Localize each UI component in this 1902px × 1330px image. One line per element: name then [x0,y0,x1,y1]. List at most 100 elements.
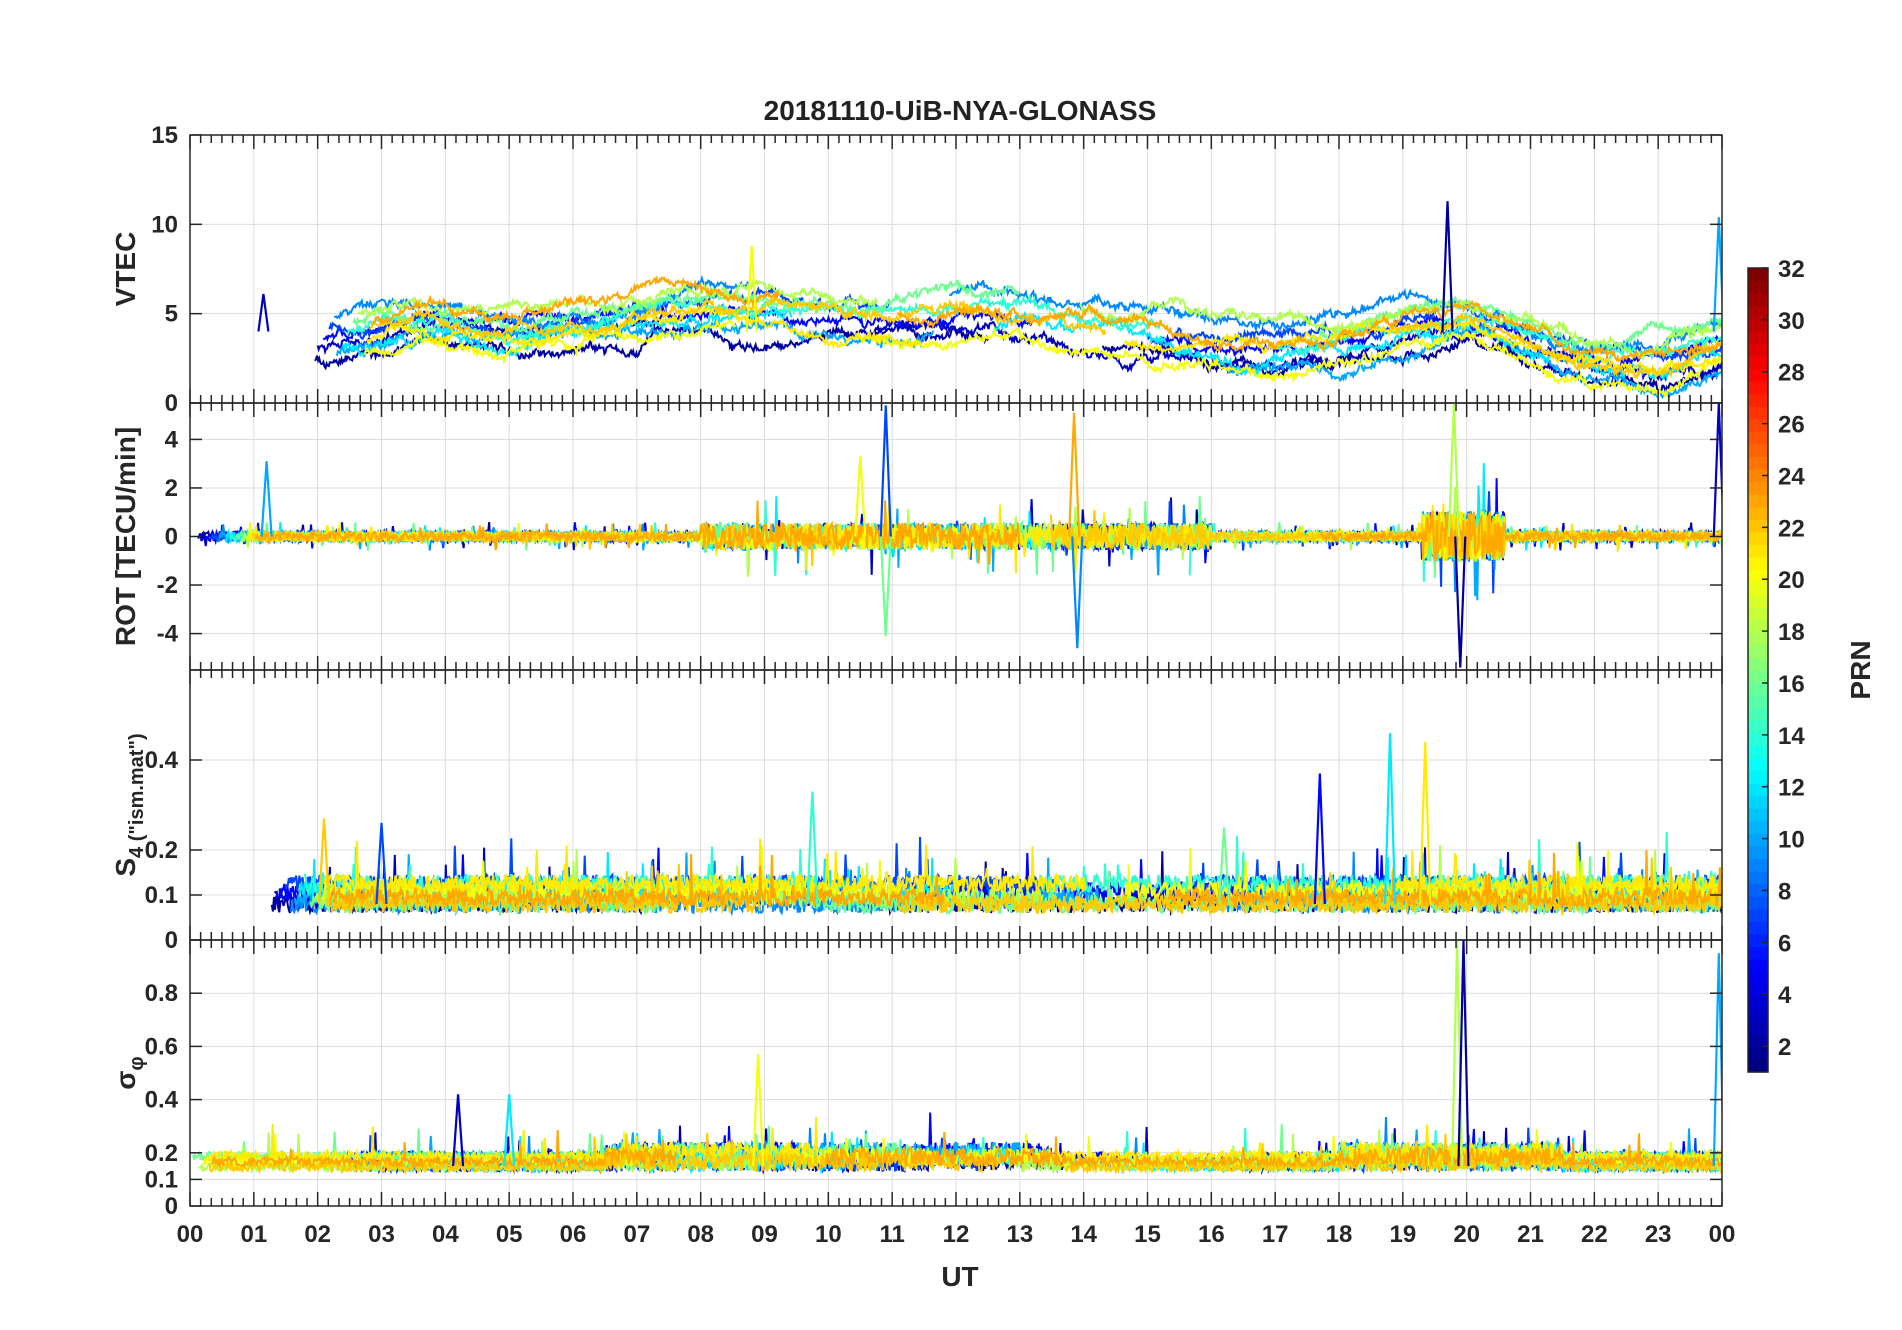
x-tick-label: 05 [496,1221,523,1248]
colorbar-step [1748,318,1768,332]
series-prn-22 [1393,312,1722,380]
panel-sigma_phi: 00.10.2 0.4 0.6 0.8 σφ [110,939,1723,1220]
x-tick-label: 00 [1709,1221,1736,1248]
y-tick-label: 0 [165,390,178,417]
y-tick-label: 4 [165,426,179,453]
series-prn-23 [1168,850,1722,910]
x-tick-label: 22 [1581,1221,1608,1248]
y-tick-label: 5 [165,301,178,328]
colorbar-step [1748,1009,1768,1023]
y-tick-label: 15 [151,122,178,149]
spike [879,536,892,637]
colorbar-tick-label: 2 [1778,1034,1791,1061]
colorbar-step [1748,933,1768,947]
spike [503,1094,516,1167]
y-tick-label: 0.2 [145,837,178,864]
series-group [192,940,1722,1176]
colorbar-step [1748,481,1768,495]
colorbar-step [1748,858,1768,872]
series-prn-23 [1319,509,1722,568]
panel-vtec: 0 5 10 15 VTEC [110,122,1723,417]
spike [260,461,273,537]
colorbar-step [1748,431,1768,445]
colorbar-step [1748,569,1768,583]
colorbar-step [1748,330,1768,344]
spike [1712,953,1722,1167]
spike [1457,940,1470,1167]
colorbar-step [1748,883,1768,897]
colorbar-step [1748,443,1768,458]
spike [1383,732,1397,905]
colorbar-frame [1747,267,1769,1073]
colorbar-step [1748,833,1768,847]
x-tick-label: 13 [1006,1221,1033,1248]
spike [452,1094,465,1167]
spike [752,1054,765,1167]
x-tick-label: 17 [1262,1221,1289,1248]
spike [1071,536,1084,649]
colorbar-tick-label: 8 [1778,878,1791,905]
y-tick-label: 0.1 [145,1166,178,1193]
colorbar-step [1748,305,1768,319]
series-prn-22 [368,295,1107,339]
series-prn-23 [254,500,1022,565]
colorbar-tick-label: 26 [1778,412,1805,439]
y-axis-label: VTEC [110,232,141,307]
spike [854,456,867,537]
series-prn-21 [323,838,1087,896]
colorbar-step [1748,657,1768,671]
x-tick-label: 15 [1134,1221,1161,1248]
y-tick-label: 0.1 [145,882,178,909]
x-tick-label: 00 [177,1221,204,1248]
x-tick-label: 03 [368,1221,395,1248]
x-tick-label: 06 [560,1221,587,1248]
y-tick-label: 0.2 [145,1140,178,1167]
colorbar-step [1748,456,1768,470]
y-axis-label: σφ [110,1056,148,1089]
colorbar-step [1748,607,1768,621]
spike [745,245,758,332]
series-group [197,403,1722,668]
y-tick-label: -4 [157,621,179,648]
colorbar-tick-label: 16 [1778,671,1805,698]
y-tick-label: 0.6 [145,1033,178,1060]
x-axis-label: UT [941,1261,978,1292]
colorbar-step [1748,670,1768,684]
series-prn-18 [358,279,879,319]
y-axis-label: S4 ("ism.mat") [110,733,148,876]
spike [317,818,331,905]
colorbar-step [1748,1021,1768,1035]
colorbar-step [1748,506,1768,520]
colorbar-step [1748,996,1768,1010]
colorbar-step [1748,293,1768,307]
y-axis-label: ROT [TECU/min] [110,427,141,646]
x-tick-label: 07 [623,1221,650,1248]
y-tick-label: 0 [165,927,178,954]
y-tick-label: -2 [157,572,178,599]
x-tick-label: 04 [432,1221,459,1248]
colorbar-step [1748,531,1768,545]
colorbar-step [1748,1059,1768,1073]
y-tick-label: 0 [165,524,178,551]
spike [1447,403,1460,537]
spike [1712,217,1722,332]
spike [806,791,819,905]
colorbar-step [1748,393,1768,407]
colorbar-step [1748,1034,1768,1048]
series-prn-20 [363,318,737,366]
x-tick-label: 16 [1198,1221,1225,1248]
x-tick-label: 02 [304,1221,331,1248]
spike [1067,412,1081,537]
series-prn-22 [325,864,761,915]
y-tick-label: 0 [165,1193,178,1220]
colorbar-step [1748,406,1768,420]
colorbar-step [1748,946,1768,960]
x-tick-label: 10 [815,1221,842,1248]
colorbar-step [1748,783,1768,797]
colorbar-step [1748,644,1768,659]
colorbar-step [1748,845,1768,860]
x-tick-label: 20 [1453,1221,1480,1248]
x-tick-label: 21 [1517,1221,1544,1248]
colorbar-step [1748,268,1768,282]
spike [257,293,270,332]
